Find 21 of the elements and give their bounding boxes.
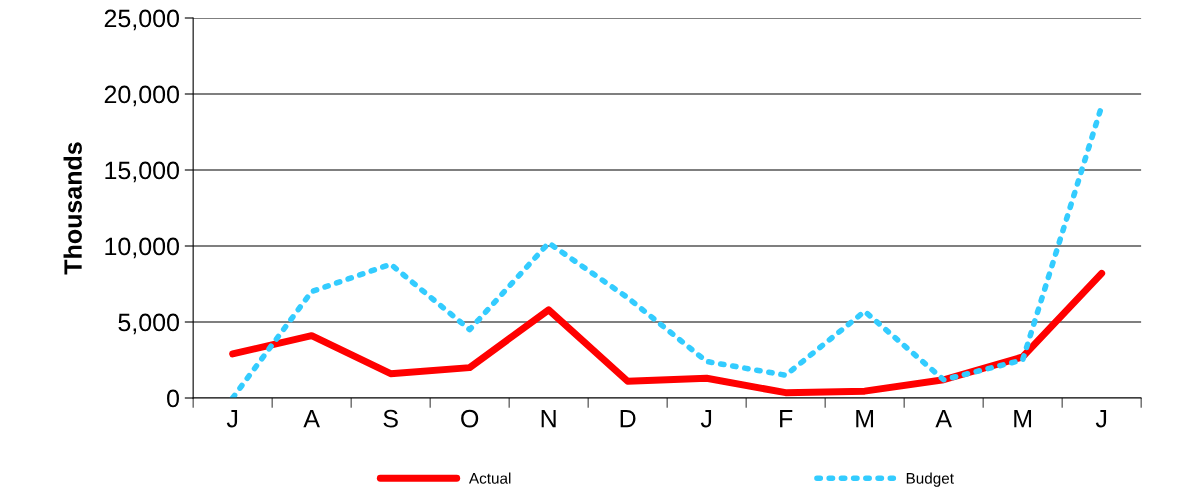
x-tick-label: A: [935, 410, 952, 428]
y-tick-label: 10,000: [105, 237, 179, 259]
x-tick-label: S: [383, 409, 398, 428]
legend-label: Budget: [906, 472, 954, 487]
y-tick-label: 15,000: [105, 161, 179, 183]
x-tick-label: N: [541, 410, 556, 428]
x-tick-label: M: [1014, 410, 1032, 428]
legend-label: Actual: [468, 472, 511, 484]
x-tick-label: D: [620, 410, 636, 428]
y-axis-title: Thousands: [63, 142, 82, 275]
x-tick-label: J: [700, 410, 712, 428]
y-tick-label: 5,000: [118, 313, 179, 335]
x-tick-label: J: [226, 410, 238, 428]
x-tick-label: O: [461, 409, 479, 428]
y-tick-label: 0: [167, 389, 179, 408]
x-tick-label: F: [780, 410, 793, 428]
x-tick-label: J: [1095, 410, 1107, 428]
y-tick-label: 20,000: [104, 85, 179, 107]
x-tick-label: M: [856, 410, 874, 428]
x-tick-label: A: [303, 410, 320, 428]
y-tick-label: 25,000: [104, 9, 179, 31]
